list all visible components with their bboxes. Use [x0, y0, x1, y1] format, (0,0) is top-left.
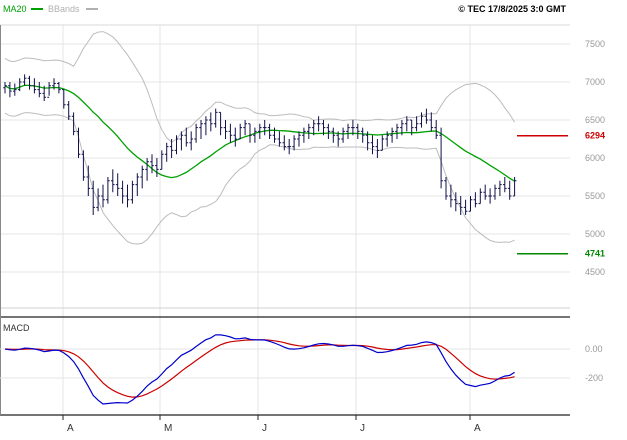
month-label: J: [360, 423, 365, 434]
support-label: 4741: [585, 249, 605, 259]
bollinger-upper-line: [4, 31, 516, 143]
price-tick-label: 6500: [585, 115, 605, 125]
month-label: A: [474, 423, 481, 434]
macd-panel-title: MACD: [3, 323, 30, 333]
month-label: M: [164, 423, 172, 434]
price-bars: [3, 74, 517, 215]
price-tick-label: 7500: [585, 39, 605, 49]
macd-tick-label: 0.00: [585, 344, 603, 354]
price-tick-label: 6000: [585, 153, 605, 163]
bollinger-lower-line: [4, 112, 515, 245]
price-tick-label: 4500: [585, 267, 605, 277]
month-label: J: [262, 423, 267, 434]
legend-bbands-label: BBands: [48, 4, 80, 14]
month-label: A: [67, 423, 74, 434]
macd-line: [4, 334, 515, 405]
legend-ma20-label: MA20: [3, 4, 27, 14]
resistance-label: 6294: [585, 131, 605, 141]
price-tick-label: 5500: [585, 191, 605, 201]
macd-tick-label: -200: [585, 373, 603, 383]
price-tick-label: 7000: [585, 77, 605, 87]
copyright-text: © TEC 17/8/2025 3:0 GMT: [458, 4, 566, 14]
price-tick-label: 5000: [585, 229, 605, 239]
